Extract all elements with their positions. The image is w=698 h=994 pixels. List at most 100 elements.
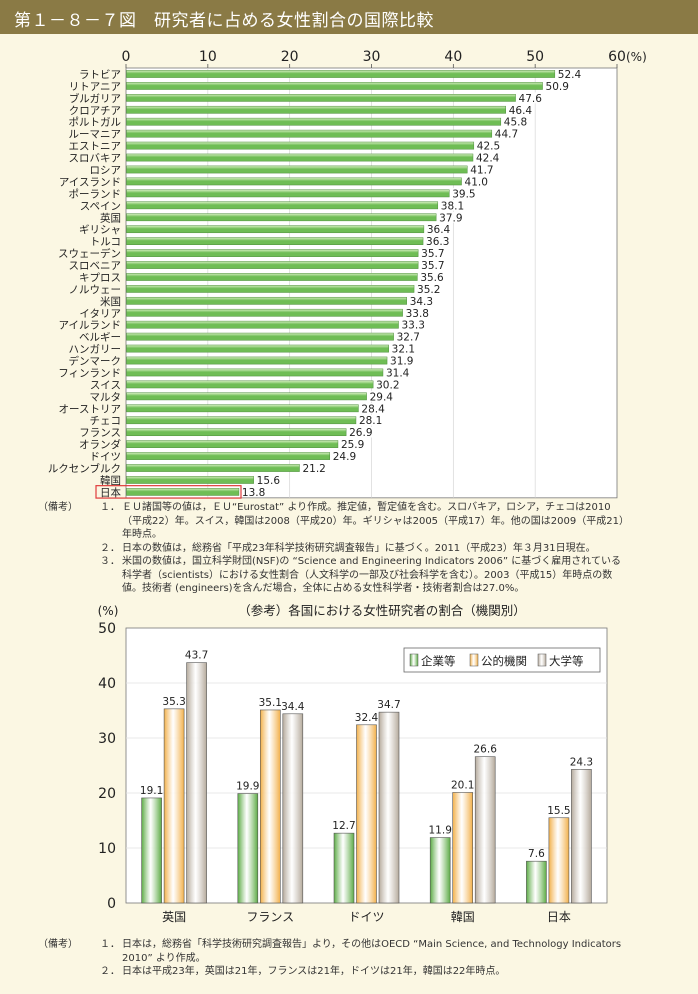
category-label: ドイツ (90, 451, 122, 463)
category-label: イタリア (79, 308, 121, 320)
chart-title: （参考）各国における女性研究者の割合（機関別） (238, 603, 526, 618)
category-label: ベルギー (79, 332, 121, 344)
value-label: 30.2 (376, 379, 399, 391)
bar (126, 440, 339, 448)
value-label-bg (389, 343, 415, 354)
category-label: ハンガリー (69, 344, 122, 356)
value-label-bg (403, 307, 429, 319)
bar (126, 416, 357, 425)
value-label: 42.5 (477, 141, 500, 153)
value-label-bg (419, 259, 445, 271)
bar (186, 662, 207, 904)
value-label-bg (424, 235, 450, 247)
value-label: 28.4 (361, 403, 385, 415)
bar (126, 225, 425, 234)
value-label: 26.9 (349, 427, 372, 439)
category-label: オーストリア (59, 403, 121, 415)
value-label: 43.7 (185, 650, 208, 662)
bar (126, 476, 254, 484)
value-label-bg (418, 271, 444, 283)
value-label: 37.9 (439, 212, 462, 224)
bar (126, 332, 394, 341)
category-label: ルーマニア (69, 129, 122, 141)
legend-label: 大学等 (549, 654, 584, 668)
bar (452, 792, 474, 904)
value-label: 31.9 (390, 356, 413, 368)
category-label: フランス (79, 427, 121, 439)
value-label-bg (492, 128, 518, 140)
bar (126, 213, 437, 222)
category-label: フィンランド (58, 367, 121, 379)
category-label: ノルウェー (69, 284, 122, 296)
value-label: 39.5 (452, 188, 475, 200)
bar (126, 82, 543, 90)
highlight-box (95, 485, 242, 499)
bar (141, 797, 162, 904)
category-label: ポルトガル (69, 117, 122, 129)
value-label-bg (450, 187, 476, 199)
note-number: １． (100, 502, 120, 513)
category-label: ラトビア (79, 69, 121, 81)
bar (126, 201, 439, 210)
bar (126, 308, 403, 317)
legend (403, 647, 601, 673)
value-label-bg (254, 474, 280, 486)
value-label-bg (473, 152, 499, 163)
value-label-bg (388, 355, 414, 366)
note-heading (38, 542, 100, 556)
value-label: 47.6 (519, 93, 543, 105)
category-label: マルタ (90, 391, 122, 403)
bar (126, 237, 424, 245)
value-label: 32.1 (392, 344, 415, 356)
note-text: ＥＵ諸国等の値は，ＥＵ“Eurostat” より作成。推定値，暫定値を含む。スロ… (122, 502, 624, 540)
value-label-bg (239, 486, 265, 498)
y-tick-label: 50 (98, 621, 116, 637)
value-label-bg (415, 283, 441, 295)
value-label: 46.4 (509, 105, 533, 117)
value-label-bg (437, 211, 463, 223)
bar (474, 756, 496, 904)
x-axis-unit: (%) (626, 50, 647, 64)
bar (126, 428, 347, 437)
value-label: 13.8 (242, 487, 265, 499)
notes-section-2: （備考） １． 日本は，総務省「科学技術研究調査報告」より，その他はOECD “Ma… (38, 938, 628, 979)
bar (126, 488, 240, 496)
value-label: 34.7 (377, 699, 400, 711)
value-label-bg (374, 379, 400, 390)
category-label: トルコ (90, 236, 121, 248)
category-label: 韓国 (100, 475, 121, 487)
legend-label: 公的機関 (481, 654, 527, 668)
bar (126, 105, 506, 114)
bar (126, 380, 374, 389)
bar (126, 177, 462, 186)
note-item: （備考） １． ＥＵ諸国等の値は，ＥＵ“Eurostat” より作成。推定値，暫定値… (38, 501, 628, 542)
category-label: 米国 (100, 295, 121, 308)
category-label: チェコ (90, 415, 122, 427)
category-label: スウェーデン (58, 247, 121, 260)
value-label: 12.7 (332, 820, 355, 832)
bar (126, 117, 502, 126)
category-label: デンマーク (69, 355, 122, 368)
category-label: スイス (90, 379, 121, 391)
x-tick-label: 0 (122, 49, 131, 65)
value-label-bg (300, 462, 326, 474)
category-label: アイスランド (59, 176, 121, 188)
value-label-bg (506, 104, 532, 116)
category-label: ブルガリア (69, 92, 121, 105)
value-label: 24.3 (570, 756, 593, 768)
bar (126, 189, 450, 198)
bar (126, 464, 300, 472)
category-label: ギリシャ (79, 224, 121, 236)
category-label: ドイツ (348, 910, 384, 924)
x-tick-label: 40 (444, 49, 462, 65)
value-label: 28.1 (359, 415, 382, 427)
category-label: ルクセンブルク (48, 462, 121, 475)
value-label: 35.2 (417, 284, 440, 296)
value-label: 34.4 (281, 701, 305, 713)
value-label: 50.9 (546, 81, 569, 93)
category-label: スロベニア (69, 260, 122, 272)
y-tick-label: 30 (98, 731, 116, 747)
value-label: 45.8 (504, 117, 527, 129)
value-label-bg (501, 116, 527, 128)
bar (126, 356, 388, 365)
